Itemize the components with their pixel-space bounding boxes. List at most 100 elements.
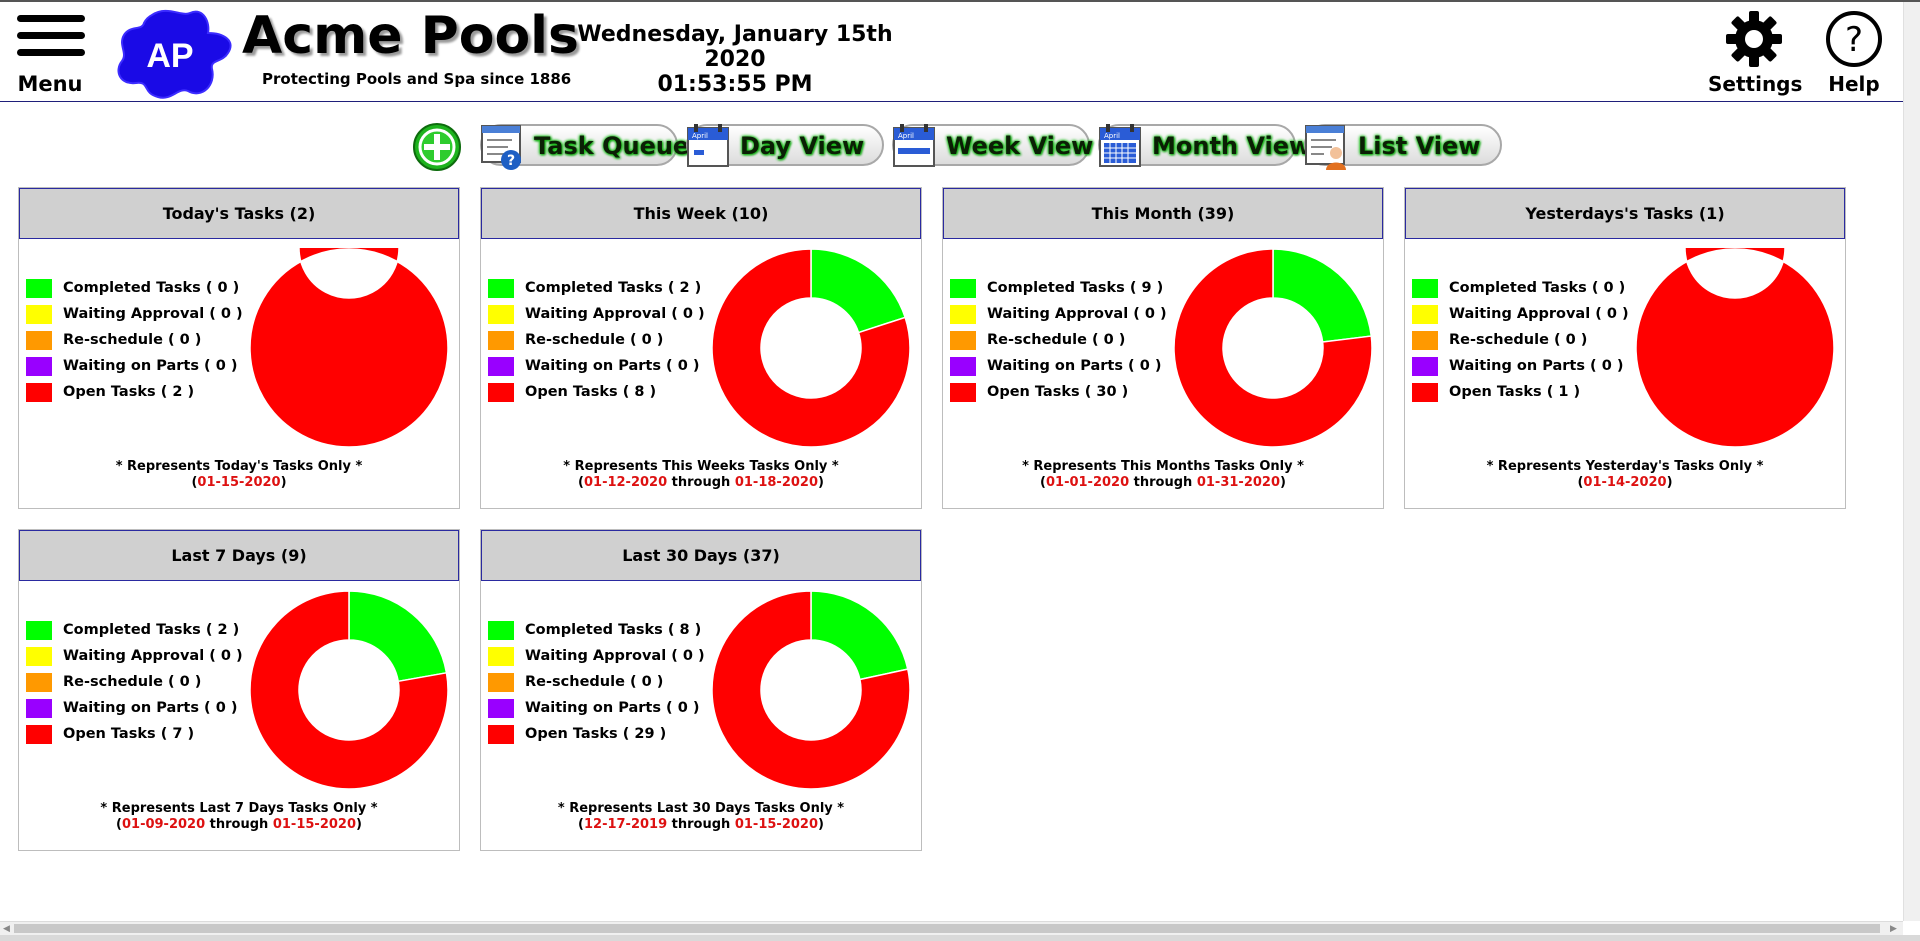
note-text: * Represents This Months Tasks Only * [1022,459,1304,474]
date-through: through [1133,475,1193,490]
date-start: 01-14-2020 [1583,475,1667,490]
date-start: 01-01-2020 [1045,475,1130,490]
slice-completed[interactable] [1272,248,1373,343]
panel-note: * Represents This Weeks Tasks Only * (01… [481,459,921,491]
slice-completed[interactable] [810,590,909,681]
window-top-border [0,0,1920,2]
donut-chart[interactable] [711,248,911,448]
panel-title: This Month (39) [943,188,1383,239]
current-datetime: Wednesday, January 15th 2020 01:53:55 PM [555,22,915,97]
current-date: Wednesday, January 15th 2020 [577,22,893,72]
panel-this-week: This Week (10) Completed Tasks ( 2 ) Wai… [480,187,922,509]
panel-note: * Represents Today's Tasks Only * (01-15… [19,459,459,491]
menu-button[interactable]: Menu [14,12,86,98]
task-queue-label: Task Queue [534,132,690,160]
panel-this-month: This Month (39) Completed Tasks ( 9 ) Wa… [942,187,1384,509]
list-person-icon [1305,125,1346,170]
panel-note: * Represents This Months Tasks Only * (0… [943,459,1383,491]
svg-text:?: ? [1845,20,1863,60]
task-queue-button[interactable]: ? Task Queue [480,124,689,170]
brand-title: Acme Pools [242,6,579,66]
slice-open[interactable] [249,248,449,448]
svg-text:April: April [692,132,708,140]
panel-title: Today's Tasks (2) [19,188,459,239]
horizontal-scrollbar[interactable]: ◀ ▶ [0,921,1903,935]
month-view-label: Month View [1152,132,1312,160]
date-start: 01-15-2020 [197,475,281,490]
day-view-button[interactable]: April Day View [686,124,884,167]
day-view-label: Day View [740,132,865,160]
donut-chart[interactable] [249,248,449,448]
scroll-right-icon[interactable]: ▶ [1890,924,1897,934]
date-through: through [209,817,269,832]
menu-label: Menu [17,72,83,96]
panel-todays-tasks: Today's Tasks (2) Completed Tasks ( 0 ) … [18,187,460,509]
panel-title: Yesterdays's Tasks (1) [1405,188,1845,239]
app-header: Menu AP Acme Pools Protecting Pools and … [0,2,1903,102]
scrollbar-thumb[interactable] [14,924,1880,933]
slice-open[interactable] [711,248,911,448]
company-logo[interactable]: AP [112,7,237,102]
donut-chart[interactable] [1635,248,1835,448]
date-start: 01-09-2020 [121,817,206,832]
slice-completed[interactable] [348,590,448,683]
brand-tagline: Protecting Pools and Spa since 1886 [262,70,572,88]
window-bottom-edge [0,935,1920,941]
slice-open[interactable] [711,590,911,790]
date-start: 12-17-2019 [583,817,668,832]
settings-label: Settings [1708,72,1803,96]
svg-text:April: April [898,132,914,140]
add-task-button[interactable] [412,122,462,172]
slice-open[interactable] [1635,248,1835,448]
list-view-label: List View [1358,132,1481,160]
panel-title: This Week (10) [481,188,921,239]
date-end: 01-15-2020 [272,817,356,832]
date-end: 01-15-2020 [734,817,818,832]
note-text: * Represents Yesterday's Tasks Only * [1486,459,1764,474]
note-text: * Represents Last 7 Days Tasks Only * [100,801,378,816]
slice-open[interactable] [249,590,449,790]
panel-note: * Represents Yesterday's Tasks Only * (0… [1405,459,1845,491]
help-label: Help [1828,72,1880,96]
date-range: (01-01-2020 through 01-31-2020) [1040,475,1286,490]
week-view-button[interactable]: April Week View [892,124,1093,167]
plus-circle-icon [413,123,461,171]
donut-chart[interactable] [249,590,449,790]
calendar-day-icon: April [687,124,729,167]
current-time: 01:53:55 PM [657,72,813,97]
date-range: (01-15-2020) [191,475,287,490]
note-text: * Represents Today's Tasks Only * [115,459,363,474]
note-text: * Represents This Weeks Tasks Only * [563,459,839,474]
calendar-week-icon: April [893,124,935,167]
date-end: 01-31-2020 [1196,475,1280,490]
donut-chart[interactable] [711,590,911,790]
date-through: through [671,475,731,490]
date-range: (01-12-2020 through 01-18-2020) [578,475,824,490]
scroll-left-icon[interactable]: ◀ [3,924,10,934]
date-end: 01-18-2020 [734,475,818,490]
date-range: (12-17-2019 through 01-15-2020) [578,817,824,832]
panel-note: * Represents Last 7 Days Tasks Only * (0… [19,801,459,833]
date-through: through [671,817,731,832]
task-queue-icon: ? [481,125,521,170]
calendar-month-icon: April [1099,124,1141,167]
donut-chart[interactable] [1173,248,1373,448]
panel-title: Last 30 Days (37) [481,530,921,581]
help-button[interactable]: ? Help [1816,8,1892,98]
panel-last-7-days: Last 7 Days (9) Completed Tasks ( 2 ) Wa… [18,529,460,851]
logo-initials: AP [146,37,193,75]
panel-yesterdays-tasks: Yesterdays's Tasks (1) Completed Tasks (… [1404,187,1846,509]
help-icon: ? [1826,11,1882,67]
note-text: * Represents Last 30 Days Tasks Only * [557,801,845,816]
settings-button[interactable]: Settings [1708,8,1803,98]
month-view-button[interactable]: April Month View [1098,124,1311,167]
svg-text:?: ? [507,153,515,169]
date-range: (01-14-2020) [1577,475,1673,490]
list-view-button[interactable]: List View [1304,124,1502,170]
panel-title: Last 7 Days (9) [19,530,459,581]
panel-note: * Represents Last 30 Days Tasks Only * (… [481,801,921,833]
gear-icon [1726,11,1782,67]
slice-open[interactable] [1173,248,1373,448]
vertical-scrollbar[interactable] [1903,2,1920,921]
slice-completed[interactable] [810,248,907,334]
